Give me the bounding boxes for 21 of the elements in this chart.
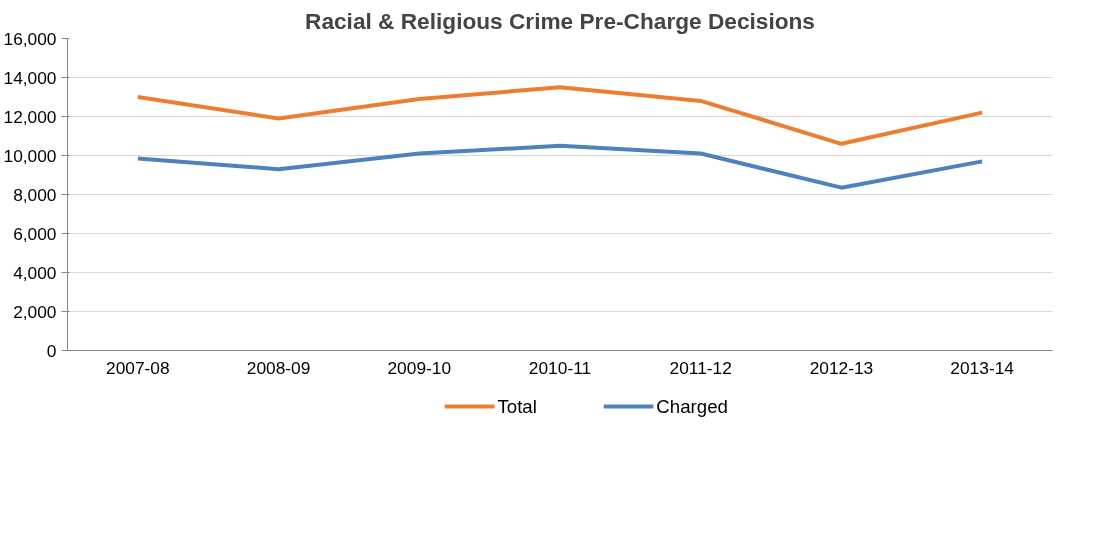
y-tick-label: 2,000 — [13, 301, 57, 322]
y-tick-label: 14,000 — [3, 67, 57, 88]
x-tick-label: 2010-11 — [528, 357, 592, 378]
x-tick-label: 2013-14 — [950, 357, 1015, 378]
y-tick-label: 10,000 — [3, 145, 57, 166]
line-series — [135, 85, 985, 146]
y-tick-label: 8,000 — [13, 184, 57, 205]
x-tick-label: 2012-13 — [809, 357, 874, 378]
y-tick-label: 16,000 — [3, 28, 57, 49]
chart-title: Racial & Religious Crime Pre-Charge Decisions — [305, 7, 815, 34]
legend-label: Charged — [656, 396, 728, 417]
x-tick-label: 2011-12 — [669, 357, 732, 378]
y-tick-label: 6,000 — [13, 223, 57, 244]
y-tick-label: 12,000 — [3, 106, 57, 127]
x-tick-label: 2008-09 — [246, 357, 311, 378]
y-tick-label: 0 — [46, 340, 57, 361]
line-series — [135, 143, 985, 190]
x-tick-label: 2009-10 — [387, 357, 452, 378]
legend-label: Total — [497, 396, 537, 417]
y-tick-label: 4,000 — [13, 262, 57, 283]
x-tick-label: 2007-08 — [106, 357, 170, 378]
